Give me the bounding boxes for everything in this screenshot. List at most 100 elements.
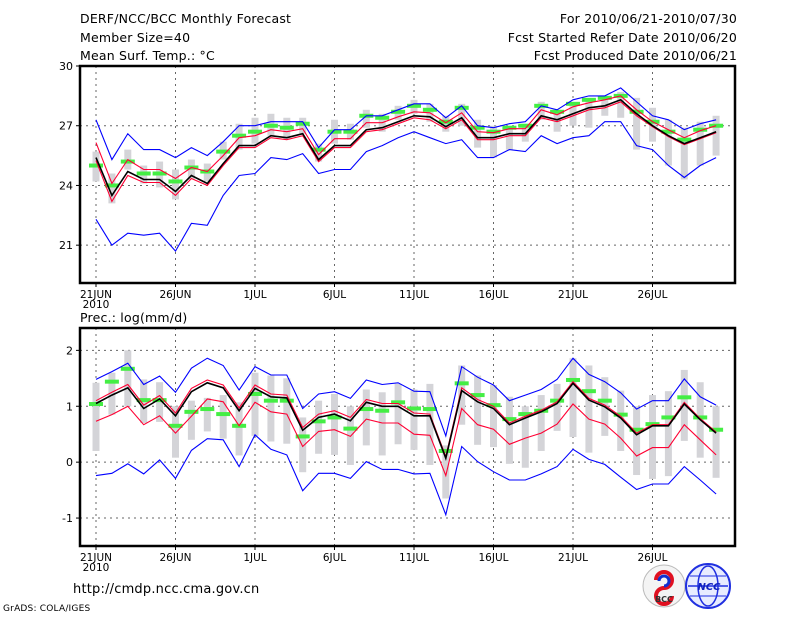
marker-point [518,123,533,128]
marker-point [581,389,596,394]
series-line-min [95,121,717,253]
spread-box [649,395,656,479]
x-tick-label: 26JUL [638,289,668,301]
series-line-upper [95,95,717,185]
marker-point [327,129,342,134]
x-tick-label: 26JUN [160,289,192,301]
marker-point [343,426,358,431]
marker-point [248,391,262,396]
y-tick-label: 21 [59,239,73,252]
website-url[interactable]: http://cmdp.ncc.cma.gov.cn [73,582,260,597]
marker-point [104,379,119,384]
marker-point [470,125,485,130]
marker-point [136,398,151,403]
x-tick-label: 21JUN [80,289,112,301]
spread-box [426,383,434,465]
spread-box [521,406,529,468]
spread-box [490,125,497,158]
spread-box [680,127,688,180]
marker-point [184,409,199,414]
spread-box [108,173,116,204]
spread-box [92,382,100,451]
marker-point [550,109,565,114]
plot-frame [78,64,737,285]
spread-box [283,378,291,444]
x-tick-label: 21JUL [558,289,588,301]
marker-point [89,163,103,168]
y-tick-label: -1 [62,512,73,525]
spread-box [315,143,323,162]
spread-box [315,400,323,454]
marker-point [407,103,421,108]
marker-point [661,415,676,420]
marker-point [311,147,326,152]
marker-point [200,407,215,412]
x-tick-label: 6JUL [323,289,346,301]
grads-credit: GrADS: COLA/IGES [3,604,91,614]
plot-frame [78,326,737,548]
x-tick-label: 11JUL [399,552,429,564]
marker-point [168,423,183,428]
marker-point [550,398,565,403]
marker-point [295,434,310,439]
spread-box [553,383,561,431]
x-tick-label: 21JUL [558,552,588,564]
spread-box [124,350,132,407]
x-tick-label: 1JUL [243,289,266,301]
spread-box [712,115,720,156]
marker-point [709,427,724,432]
x-tick-label: 26JUN [160,552,192,564]
series-line-mean [95,381,717,461]
marker-point [470,393,485,398]
marker-point [263,123,278,128]
marker-point [422,407,437,412]
series-line-max [95,357,717,438]
marker-point [295,121,310,126]
marker-point [136,171,151,176]
spread-box [664,119,672,166]
produced-date: Fcst Produced Date 2010/06/21 [533,48,737,63]
spread-box [458,103,466,126]
spread-box [219,395,227,439]
marker-point [216,149,231,154]
member-size: Member Size=40 [80,30,191,45]
x-tick-label: 26JUL [638,552,668,564]
spread-box [108,372,116,415]
series-line-upper [95,379,717,459]
marker-point [375,408,390,413]
marker-point [152,171,167,176]
marker-point [279,398,294,403]
marker-point [263,398,278,403]
spread-box [680,369,688,441]
marker-point [216,412,231,417]
start-date: Fcst Started Refer Date 2010/06/20 [507,30,737,45]
year-label: 2010 [83,562,110,574]
marker-point [454,381,469,386]
series-line-mean [95,98,717,198]
spread-box [712,406,720,478]
marker-point [391,109,406,114]
marker-point [518,412,533,417]
marker-point [597,95,612,100]
year-label: 2010 [83,299,110,311]
x-tick-label: 16JUL [479,289,509,301]
marker-point [343,129,358,134]
y-tick-label: 2 [66,344,73,357]
spread-box [553,109,561,132]
spread-box [490,385,497,448]
spread-box [474,119,482,148]
marker-point [566,377,580,382]
marker-point [422,107,437,112]
marker-point [104,183,119,188]
temperature-chart: 21 24 27 30 21JUN 26JUN 1JUL 6JUL 11JUL 16JUL 21JU… [59,60,737,311]
spread-box [235,402,243,456]
y-tick-label: 24 [59,179,73,192]
spread-box [362,389,370,446]
series-line-min [95,433,717,517]
spread-box [172,406,179,458]
marker-point [391,400,406,405]
x-tick-label: 1JUL [243,552,266,564]
y-tick-label: 1 [66,400,73,413]
spread-box [633,406,641,476]
